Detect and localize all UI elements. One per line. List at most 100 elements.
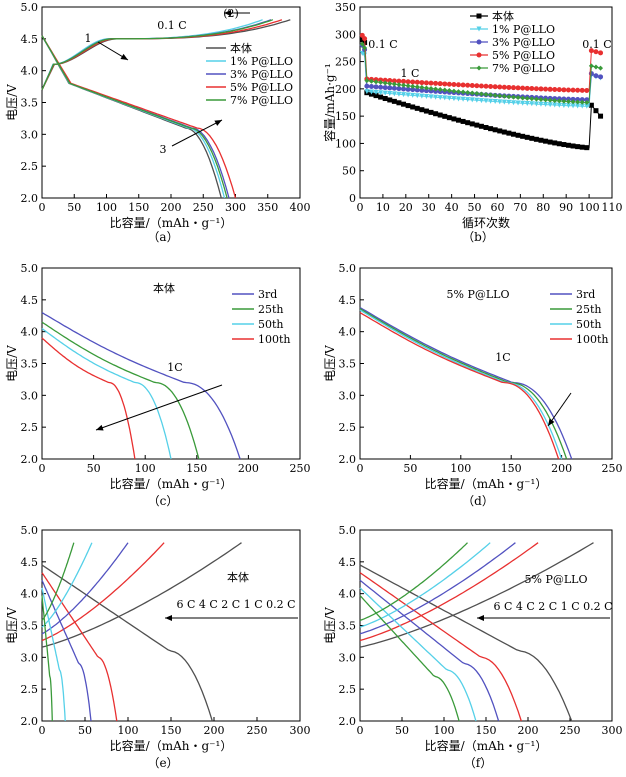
annotation-arrow-head [165,615,172,621]
data-point [565,99,571,105]
data-point [373,84,379,90]
data-point [442,95,448,101]
y-tick-label: 150 [335,110,356,123]
data-point [598,113,604,119]
data-point [575,87,581,93]
data-point [501,84,507,90]
data-point [433,111,439,117]
y-tick-label: 3.0 [339,651,357,664]
charge-curve [41,542,242,648]
data-point [387,81,393,87]
data-point [547,139,553,145]
x-tick-label: 250 [290,462,311,475]
data-point [419,87,425,93]
y-tick-label: 5.0 [21,524,39,537]
data-point [538,137,544,143]
data-point [579,97,585,103]
annotation-arrow [171,119,223,147]
y-tick-label: 4.0 [21,65,39,78]
annotation-arrow-head [96,424,104,431]
data-point [428,85,434,91]
data-point [433,86,439,92]
data-point [543,102,549,108]
discharge-curve [359,309,563,460]
data-point [474,83,480,89]
data-point [460,96,466,102]
y-tick-label: 3.5 [21,620,39,633]
data-point [446,81,452,87]
discharge-curve [359,564,573,722]
data-point [451,81,457,87]
x-tick-label: 200 [204,724,225,737]
annotation: 0.1 C [157,19,186,32]
data-point [478,98,484,104]
data-point [543,97,549,103]
data-point [552,102,558,108]
x-axis-label: 比容量/（mAh・g⁻¹） [425,738,548,753]
x-tick-label: 200 [551,462,572,475]
data-point [575,99,581,105]
data-point [515,85,521,91]
data-point [510,100,516,106]
charge-curve [359,542,468,622]
x-tick-label: 150 [161,724,182,737]
x-tick-label: 0 [39,201,46,214]
data-point [552,98,558,104]
data-point [501,93,507,99]
data-point [476,39,482,45]
data-point [391,81,397,87]
x-tick-label: 150 [186,462,207,475]
discharge-curve [359,308,568,460]
data-point [543,86,549,92]
data-point [575,144,581,150]
data-point [476,26,482,32]
data-point [410,92,416,98]
data-point [556,98,562,104]
data-point [584,99,590,105]
annotation: 0.1 C [368,38,397,51]
y-tick-label: 3.5 [339,620,357,633]
panel-c: 0 50 100 150 200 250 2.0 2.5 3.0 3.5 4.0 4.5 5.0 比容量/… [5,262,311,508]
charge-curve [41,19,274,91]
data-point [433,80,439,86]
y-tick-label: 4.0 [21,588,39,601]
charge-curve [359,542,594,648]
panel-caption: （c） [148,494,179,508]
annotation: 0.1 C [582,38,611,51]
legend-label: 本体 [492,9,514,23]
data-point [488,126,494,132]
data-point [437,87,443,93]
data-point [529,135,535,141]
data-point [405,86,411,92]
data-point [529,101,535,107]
data-point [469,90,475,96]
data-point [401,101,407,107]
data-point [382,77,388,83]
data-point [561,102,567,108]
discharge-curve [41,312,241,460]
data-point [565,142,571,148]
data-point [382,80,388,86]
y-axis-label: 电压/V [323,345,337,382]
data-point [428,88,434,94]
annotation-arrow-head [224,10,231,16]
data-point [524,85,530,91]
data-point [506,130,512,136]
data-point [538,97,544,103]
data-point [552,86,558,92]
y-tick-label: 3.0 [21,651,39,664]
data-point [492,92,498,98]
data-point [391,85,397,91]
data-point [451,96,457,102]
data-point [524,101,530,107]
data-point [533,101,539,107]
x-tick-label: 50 [78,724,92,737]
discharge-curve [41,321,200,460]
data-point [520,95,526,101]
data-point [391,91,397,97]
discharge-curve [41,580,92,722]
data-point [391,78,397,84]
x-tick-label: 300 [602,724,623,737]
data-point [368,89,374,95]
